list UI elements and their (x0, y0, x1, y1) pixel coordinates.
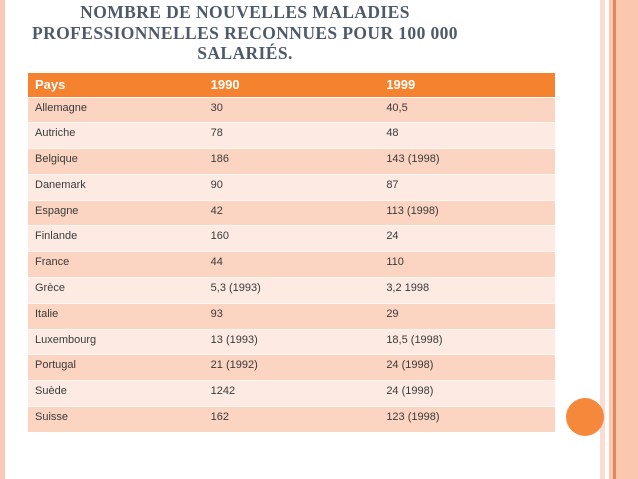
cell-pays: Suède (28, 380, 204, 407)
cell-pays: Portugal (28, 354, 204, 381)
diseases-table: Pays 1990 1999 Allemagne 30 40,5 Autrich… (28, 73, 555, 433)
cell-pays: Finlande (28, 225, 204, 252)
cell-pays: Danemark (28, 173, 204, 201)
cell-1999: 3,2 1998 (379, 277, 555, 304)
cell-pays: Belgique (28, 148, 204, 175)
cell-1990: 90 (203, 173, 380, 201)
table-row: Suisse 162 123 (1998) (28, 406, 555, 433)
header-1990: 1990 (203, 73, 380, 97)
table-row: Autriche 78 48 (28, 122, 555, 149)
slide-title-line-3: SALARIÉS. (197, 43, 293, 63)
cell-1999: 24 (1998) (379, 354, 555, 381)
cell-1999: 40,5 (379, 96, 555, 123)
cell-1990: 93 (203, 302, 380, 330)
cell-1990: 30 (203, 96, 380, 123)
table-row: Allemagne 30 40,5 (28, 96, 555, 123)
slide-title-line-2: PROFESSIONNELLES RECONNUES POUR 100 000 (32, 22, 458, 43)
cell-1999: 87 (379, 173, 555, 201)
orange-circle-decoration (566, 398, 604, 436)
cell-1999: 123 (1998) (379, 406, 555, 433)
cell-1999: 48 (379, 122, 555, 149)
cell-1999: 18,5 (1998) (379, 328, 555, 355)
table-row: Portugal 21 (1992) 24 (1998) (28, 354, 555, 381)
cell-1990: 21 (1992) (203, 354, 380, 381)
cell-1990: 42 (203, 199, 380, 226)
cell-pays: Grèce (28, 277, 204, 304)
cell-1990: 78 (203, 122, 380, 149)
cell-1999: 24 (379, 225, 555, 252)
table-row: France 44 110 (28, 251, 555, 278)
left-accent-stripe (0, 0, 5, 479)
table-row: Belgique 186 143 (1998) (28, 148, 555, 175)
table-row: Luxembourg 13 (1993) 18,5 (1998) (28, 328, 555, 355)
table-row: Grèce 5,3 (1993) 3,2 1998 (28, 277, 555, 304)
cell-1999: 24 (1998) (379, 380, 555, 407)
right-accent-band-line (613, 0, 616, 479)
cell-1990: 162 (203, 406, 380, 433)
table-row: Suède 1242 24 (1998) (28, 380, 555, 407)
cell-pays: France (28, 251, 204, 278)
right-accent-stripe-thin (600, 0, 605, 479)
cell-1990: 13 (1993) (203, 328, 380, 355)
cell-1990: 160 (203, 225, 380, 252)
cell-pays: Luxembourg (28, 328, 204, 355)
cell-pays: Allemagne (28, 96, 204, 123)
table-row: Italie 93 29 (28, 302, 555, 330)
cell-pays: Autriche (28, 122, 204, 149)
slide-title-line-1: NOMBRE DE NOUVELLES MALADIES (80, 2, 410, 22)
cell-pays: Espagne (28, 199, 204, 226)
cell-1999: 113 (1998) (379, 199, 555, 226)
cell-1999: 29 (379, 302, 555, 330)
cell-pays: Italie (28, 302, 204, 330)
table-row: Danemark 90 87 (28, 173, 555, 201)
table-header-row: Pays 1990 1999 (28, 73, 555, 97)
header-1999: 1999 (379, 73, 555, 97)
cell-pays: Suisse (28, 406, 204, 433)
cell-1999: 110 (379, 251, 555, 278)
cell-1990: 44 (203, 251, 380, 278)
slide-title: NOMBRE DE NOUVELLES MALADIES PROFESSIONN… (8, 2, 482, 64)
header-pays: Pays (28, 73, 204, 97)
table-row: Espagne 42 113 (1998) (28, 199, 555, 226)
table-row: Finlande 160 24 (28, 225, 555, 252)
cell-1990: 186 (203, 148, 380, 175)
cell-1990: 1242 (203, 380, 380, 407)
cell-1990: 5,3 (1993) (203, 277, 380, 304)
cell-1999: 143 (1998) (379, 148, 555, 175)
